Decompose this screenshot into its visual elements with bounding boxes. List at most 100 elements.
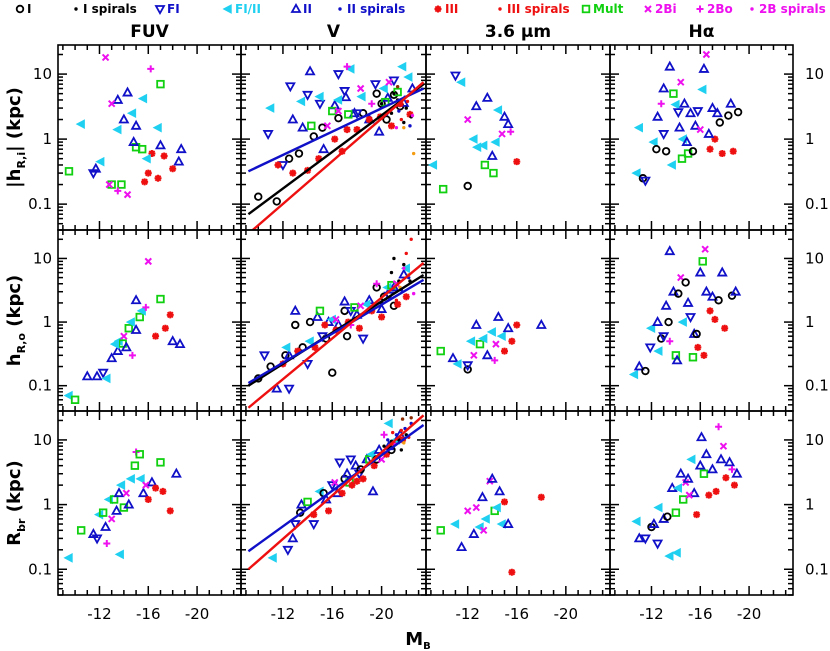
point-ii	[311, 310, 323, 321]
point-ii	[682, 472, 694, 483]
point-mult	[156, 294, 165, 304]
point-fi-ii	[382, 282, 392, 293]
point-ii	[113, 487, 125, 498]
point-ii	[648, 518, 660, 528]
point-i	[714, 296, 723, 305]
point-ii	[486, 149, 498, 160]
legend-label: 2Bo	[707, 2, 733, 16]
x-tick-label: -12	[271, 605, 296, 623]
point-fi	[684, 313, 697, 324]
legend-marker-dot	[74, 7, 78, 11]
point-ii	[502, 322, 514, 333]
point-ii	[118, 113, 130, 124]
y-tick-label-right: 1	[805, 313, 815, 331]
point-ii	[498, 110, 511, 121]
point-ii	[137, 487, 149, 498]
point-iii	[387, 122, 395, 130]
axis-ticks	[58, 230, 241, 412]
point-2bi	[719, 442, 728, 450]
point-mult	[124, 324, 133, 333]
point-ii	[376, 303, 388, 313]
point-ii	[350, 459, 362, 470]
point-fi	[658, 130, 670, 141]
point-fi-ii	[491, 502, 501, 513]
point-mult	[64, 167, 74, 176]
point-i	[294, 149, 304, 158]
panel-r3-c3	[425, 410, 611, 596]
point-fi	[639, 534, 651, 545]
point-fi	[644, 343, 656, 354]
point-mult	[117, 180, 126, 189]
point-ii	[100, 520, 112, 531]
point-mult	[135, 312, 144, 322]
point-ii	[271, 382, 283, 393]
point-mult	[688, 353, 698, 362]
point-mult	[70, 395, 80, 404]
point-ii	[112, 93, 124, 104]
point-i	[715, 118, 724, 127]
point-2bi	[107, 100, 116, 108]
point-spiral	[402, 441, 406, 445]
point-iii	[353, 477, 361, 485]
point-spiral	[382, 444, 386, 448]
point-fi-ii	[295, 96, 306, 107]
point-fi	[462, 361, 474, 372]
legend-marker-tri-up	[290, 2, 302, 13]
legend-entry-ii: II	[290, 2, 312, 16]
point-i	[305, 317, 315, 327]
y-tick-label: 10	[33, 249, 52, 267]
y-tick-label-right: 10	[805, 249, 824, 267]
point-ii	[173, 155, 185, 166]
point-spiral	[404, 106, 408, 110]
row-label-main: R	[4, 532, 25, 546]
point-iii	[402, 293, 410, 301]
point-ii	[681, 136, 693, 146]
point-ii	[470, 318, 482, 329]
row-label-main: h	[4, 353, 25, 366]
x-tick-label: -20	[737, 605, 762, 623]
plot-area	[64, 53, 187, 199]
point-2bi	[463, 507, 472, 515]
point-2bi	[323, 122, 332, 130]
point-i	[652, 144, 661, 154]
fit-line	[247, 83, 425, 216]
point-spiral	[402, 125, 406, 130]
point-iii	[166, 311, 174, 319]
axis-ticks	[241, 230, 426, 412]
point-2bi	[463, 115, 472, 124]
point-2bi	[144, 257, 152, 266]
fit-line	[247, 87, 425, 173]
x-axis-label: MB	[405, 629, 431, 651]
point-ii	[106, 352, 118, 363]
point-spiral	[399, 117, 404, 122]
point-i	[664, 317, 673, 327]
point-ii	[341, 467, 353, 478]
point-fi-ii	[94, 509, 104, 520]
legend-label: FI/II	[235, 2, 261, 16]
point-fi	[308, 520, 320, 531]
point-mult	[76, 526, 86, 535]
point-fi-ii	[646, 323, 656, 334]
point-2bi	[677, 78, 685, 86]
fit-line	[247, 414, 425, 571]
point-ii	[694, 266, 706, 277]
legend-label: I	[27, 2, 31, 16]
point-fi-ii	[486, 327, 496, 337]
point-i	[382, 115, 391, 124]
point-ii	[468, 528, 480, 538]
plot-area	[247, 61, 425, 230]
panel-r1-c3	[425, 44, 611, 231]
point-mult	[344, 110, 353, 119]
y-tick-label: 10	[33, 431, 52, 449]
y-tick-label: 10	[33, 65, 52, 83]
point-fi-ii	[314, 91, 324, 102]
point-fi-ii	[633, 122, 643, 133]
panel-frame	[609, 229, 794, 412]
point-fi-ii	[125, 474, 135, 484]
legend-entry-ii-spirals: II spirals	[338, 2, 405, 16]
point-mult	[677, 154, 687, 163]
y-tick-label: 1	[42, 496, 52, 514]
point-fi-ii	[63, 553, 73, 563]
fit-line	[247, 262, 425, 409]
point-fi	[345, 455, 357, 466]
